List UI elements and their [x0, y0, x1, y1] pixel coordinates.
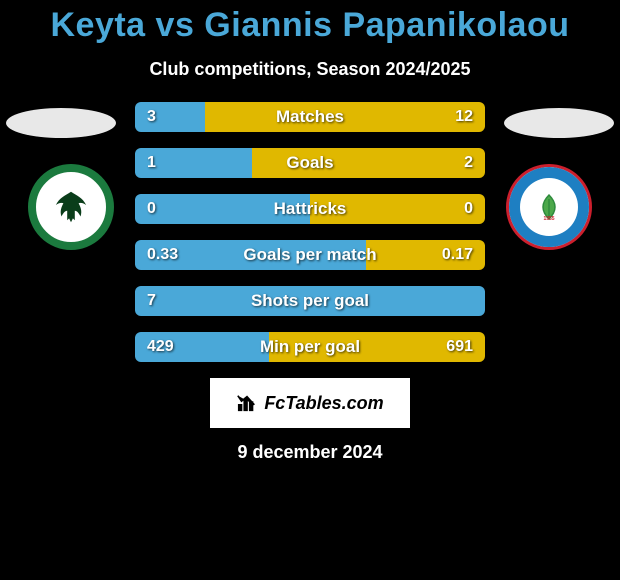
- stat-label: Goals per match: [135, 240, 485, 270]
- stat-label: Hattricks: [135, 194, 485, 224]
- stat-row: 312Matches: [135, 102, 485, 132]
- stat-row: 429691Min per goal: [135, 332, 485, 362]
- rizespor-inner: 1955: [520, 178, 578, 236]
- player-oval-right: [504, 108, 614, 138]
- stat-label: Min per goal: [135, 332, 485, 362]
- stat-row: 7Shots per goal: [135, 286, 485, 316]
- stat-row: 0.330.17Goals per match: [135, 240, 485, 270]
- attribution-box: FcTables.com: [210, 378, 410, 428]
- eagle-icon: [52, 188, 90, 226]
- stat-bars: 312Matches 12Goals 00Hattricks 0.330.17Goal…: [135, 102, 485, 362]
- konyaspor-inner: [44, 180, 98, 234]
- subtitle: Club competitions, Season 2024/2025: [0, 59, 620, 80]
- rizespor-year: 1955: [543, 216, 554, 221]
- tea-leaf-icon: 1955: [537, 193, 561, 221]
- stat-label: Goals: [135, 148, 485, 178]
- chart-icon: [236, 392, 258, 414]
- player-oval-left: [6, 108, 116, 138]
- date-text: 9 december 2024: [0, 442, 620, 463]
- attribution-text: FcTables.com: [264, 393, 383, 414]
- stat-label: Shots per goal: [135, 286, 485, 316]
- stat-row: 12Goals: [135, 148, 485, 178]
- comparison-content: 1955 312Matches 12Goals 00Hattricks 0.330.1…: [0, 102, 620, 362]
- page-title: Keyta vs Giannis Papanikolaou: [0, 0, 620, 45]
- club-badge-right: 1955: [506, 164, 592, 250]
- stat-row: 00Hattricks: [135, 194, 485, 224]
- club-badge-left: [28, 164, 114, 250]
- stat-label: Matches: [135, 102, 485, 132]
